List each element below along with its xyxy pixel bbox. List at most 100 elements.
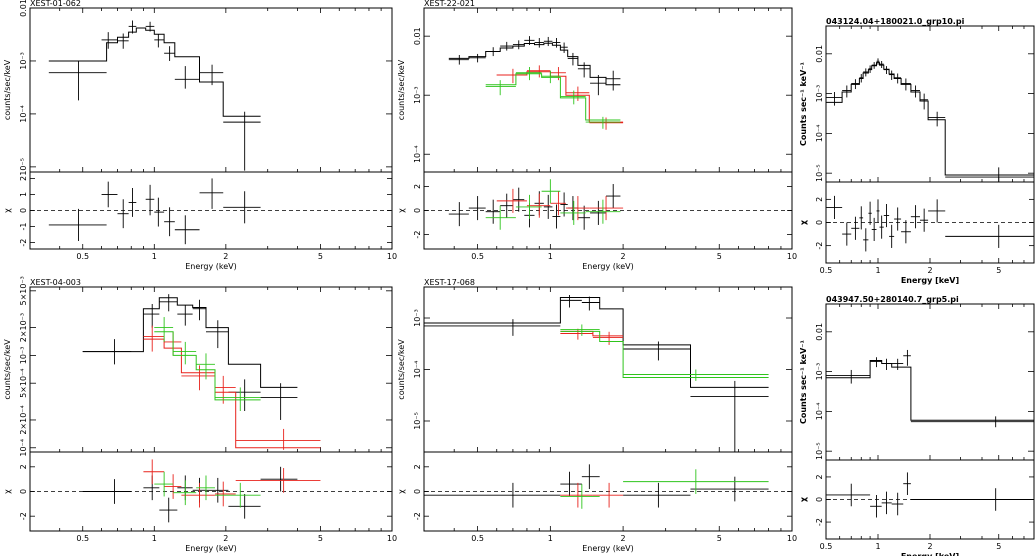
residual-tick-label: 0 bbox=[19, 489, 28, 494]
x-tick-label: 5 bbox=[318, 534, 323, 543]
residual-axis-label: χ bbox=[799, 497, 808, 502]
model-line bbox=[82, 297, 298, 388]
residual-point bbox=[235, 468, 321, 493]
data-point bbox=[260, 383, 298, 420]
y-tick-label: 0.01 bbox=[815, 323, 824, 341]
y-tick-label: 5×10⁻⁴ bbox=[19, 368, 28, 397]
x-tick-label: 5 bbox=[717, 534, 722, 543]
residual-tick-label: -2 bbox=[815, 242, 824, 250]
panel-title: XEST-17-068 bbox=[424, 278, 475, 287]
data-point bbox=[919, 93, 929, 110]
data-point bbox=[177, 305, 193, 326]
residual-point bbox=[879, 215, 884, 239]
x-tick-label: 1 bbox=[152, 252, 157, 261]
residual-tick-label: 2 bbox=[413, 184, 422, 189]
residual-axis-label: χ bbox=[397, 489, 406, 494]
y-axis-label: counts/sec/keV bbox=[397, 59, 406, 120]
residual-tick-label: -1 bbox=[19, 223, 28, 231]
y-tick-label: 10⁻⁴ bbox=[19, 105, 28, 123]
spectrum-frame bbox=[825, 303, 1035, 461]
data-point bbox=[159, 294, 178, 312]
data-point bbox=[214, 387, 261, 412]
data-point bbox=[143, 325, 165, 352]
panel-title: 043947.50+280140.7_grp5.pi bbox=[826, 295, 959, 304]
panel-title: XEST-01-062 bbox=[30, 0, 81, 8]
data-point bbox=[928, 111, 946, 127]
residual-point bbox=[581, 464, 600, 490]
residual-point bbox=[690, 476, 769, 502]
data-point bbox=[48, 60, 107, 101]
residual-point bbox=[512, 187, 525, 212]
residual-tick-label: 2 bbox=[815, 474, 824, 479]
x-tick-label: 5 bbox=[996, 542, 1001, 551]
data-point bbox=[868, 65, 872, 73]
data-point bbox=[235, 428, 321, 450]
data-point bbox=[101, 32, 118, 49]
data-point bbox=[174, 66, 200, 89]
model-line bbox=[826, 62, 1034, 176]
y-tick-label: 0.01 bbox=[815, 45, 824, 63]
data-point bbox=[910, 85, 920, 98]
x-tick-label: 0.5 bbox=[820, 266, 833, 275]
residual-point bbox=[154, 471, 174, 497]
residual-point bbox=[623, 482, 691, 508]
x-tick-label: 0.5 bbox=[76, 534, 89, 543]
residual-point bbox=[910, 488, 1034, 511]
residual-point bbox=[143, 459, 165, 485]
x-tick-label: 10 bbox=[787, 252, 797, 261]
data-point bbox=[585, 116, 621, 129]
residual-point bbox=[159, 497, 178, 523]
residual-point bbox=[543, 194, 553, 219]
residual-point bbox=[500, 193, 513, 218]
residual-tick-label: 0 bbox=[413, 208, 422, 213]
data-point bbox=[851, 79, 860, 90]
data-point bbox=[903, 349, 911, 366]
residual-point bbox=[181, 482, 215, 508]
residual-point bbox=[589, 196, 624, 221]
residual-point bbox=[550, 191, 566, 216]
data-point bbox=[552, 38, 561, 48]
data-point bbox=[871, 62, 877, 69]
data-point bbox=[589, 117, 624, 130]
residual-tick-label: -2 bbox=[19, 512, 28, 520]
x-tick-label: 2 bbox=[621, 252, 626, 261]
data-point bbox=[590, 74, 607, 96]
data-point bbox=[512, 40, 525, 50]
data-point bbox=[154, 317, 174, 342]
panel-title: XEST-22-021 bbox=[424, 0, 475, 8]
residual-point bbox=[560, 471, 582, 497]
x-tick-label: 1 bbox=[875, 266, 880, 275]
residual-frame bbox=[29, 171, 393, 250]
residual-tick-label: 0 bbox=[815, 220, 824, 225]
model-line bbox=[826, 360, 1034, 421]
data-point bbox=[117, 33, 129, 49]
data-point bbox=[567, 52, 578, 66]
x-tick-label: 10 bbox=[387, 534, 397, 543]
residual-tick-label: 2 bbox=[19, 464, 28, 469]
data-point bbox=[223, 111, 261, 171]
residual-point bbox=[871, 217, 877, 242]
x-tick-label: 2 bbox=[223, 534, 228, 543]
x-tick-label: 2 bbox=[223, 252, 228, 261]
residual-point bbox=[468, 196, 486, 221]
data-point bbox=[910, 416, 1034, 428]
residual-point bbox=[485, 199, 501, 224]
x-tick-label: 0.5 bbox=[76, 252, 89, 261]
data-point bbox=[164, 46, 175, 61]
data-point bbox=[534, 38, 544, 48]
model-line bbox=[424, 297, 769, 388]
panel-title: XEST-04-003 bbox=[30, 278, 81, 287]
residual-point bbox=[560, 200, 586, 225]
x-axis-label: Energy (keV) bbox=[185, 262, 237, 271]
residual-tick-label: 2 bbox=[413, 464, 422, 469]
x-tick-label: 5 bbox=[318, 252, 323, 261]
residual-point bbox=[903, 472, 911, 495]
data-point bbox=[181, 365, 215, 391]
residual-point bbox=[196, 475, 215, 501]
residual-point bbox=[48, 208, 107, 241]
y-tick-label: 10⁻⁵ bbox=[413, 412, 422, 430]
x-tick-label: 1 bbox=[875, 542, 880, 551]
x-axis-label: Energy (keV) bbox=[185, 544, 237, 553]
